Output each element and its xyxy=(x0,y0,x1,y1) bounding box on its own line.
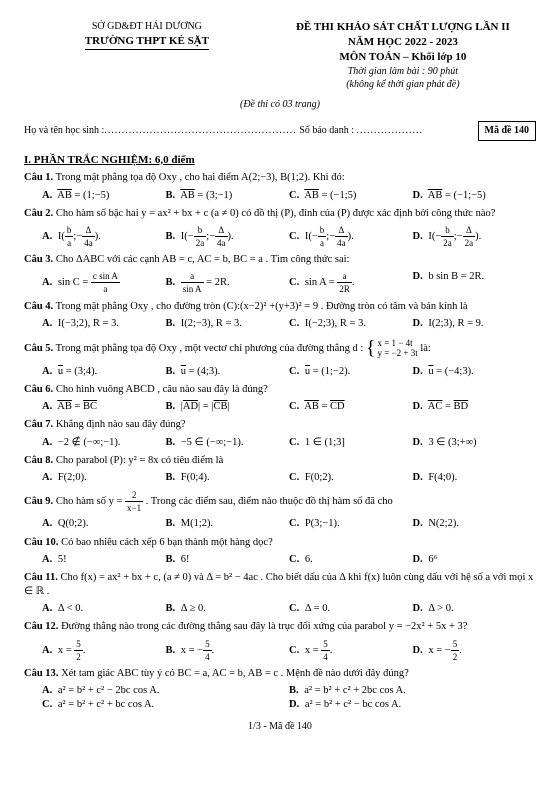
header-left: SỞ GD&ĐT HẢI DƯƠNG TRƯỜNG THPT KẺ SẶT xyxy=(24,20,270,92)
q13-options: A. a² = b² + c² − 2bc cos A. B. a² = b² … xyxy=(24,684,536,712)
question-4: Câu 4. Trong mặt phẳng Oxy , cho đường t… xyxy=(24,300,536,314)
q7-options: A. −2 ∉ (−∞;−1). B. −5 ∈ (−∞;−1). C. 1 ∈… xyxy=(24,436,536,450)
q10-options: A. 5! B. 6! C. 6. D. 6⁶ xyxy=(24,553,536,567)
question-12: Câu 12. Đường thẳng nào trong các đường … xyxy=(24,620,536,634)
question-7: Câu 7. Khẳng định nào sau đây đúng? xyxy=(24,418,536,432)
page-footer: 1/3 - Mã đề 140 xyxy=(24,720,536,734)
question-9: Câu 9. Cho hàm số y = 2x−1 . Trong các đ… xyxy=(24,489,536,514)
exam-title: ĐỀ THI KHẢO SÁT CHẤT LƯỢNG LẦN II xyxy=(270,20,536,35)
question-5: Câu 5. Trong mặt phẳng tọa độ Oxy , một … xyxy=(24,335,536,362)
question-13: Câu 13. Xét tam giác ABC tùy ý có BC = a… xyxy=(24,667,536,681)
q2-options: A. I(ba;−Δ4a). B. I(−b2a;−Δ4a). C. I(−ba… xyxy=(24,224,536,249)
time: Thời gian làm bài : 90 phút xyxy=(270,65,536,79)
q9-options: A. Q(0;2). B. M(1;2). C. P(3;−1). D. N(2… xyxy=(24,517,536,531)
q11-options: A. Δ < 0. B. Δ ≥ 0. C. Δ = 0. D. Δ > 0. xyxy=(24,602,536,616)
q1-options: A. AB = (1;−5) B. AB = (3;−1) C. AB = (−… xyxy=(24,189,536,203)
exam-code: Mã đề 140 xyxy=(478,121,536,141)
question-2: Câu 2. Cho hàm số bậc hai y = ax² + bx +… xyxy=(24,207,536,221)
year: NĂM HỌC 2022 - 2023 xyxy=(270,35,536,50)
q4-options: A. I(−3;2), R = 3. B. I(2;−3), R = 3. C.… xyxy=(24,317,536,331)
dept: SỞ GD&ĐT HẢI DƯƠNG xyxy=(24,20,270,34)
header-right: ĐỀ THI KHẢO SÁT CHẤT LƯỢNG LẦN II NĂM HỌ… xyxy=(270,20,536,92)
page-count: (Đề thi có 03 trang) xyxy=(24,98,536,112)
question-10: Câu 10. Có bao nhiêu cách xếp 6 bạn thàn… xyxy=(24,536,536,550)
subject: MÔN TOÁN – Khối lớp 10 xyxy=(270,50,536,65)
question-1: Câu 1. Trong mặt phẳng tọa độ Oxy , cho … xyxy=(24,171,536,185)
question-8: Câu 8. Cho parabol (P): y² = 8x có tiêu … xyxy=(24,454,536,468)
q3-options: A. sin C = c sin Aa B. asin A = 2R. C. s… xyxy=(24,270,536,295)
q8-options: A. F(2;0). B. F(0;4). C. F(0;2). D. F(4;… xyxy=(24,471,536,485)
section-title: I. PHẦN TRẮC NGHIỆM: 6,0 điểm xyxy=(24,153,536,168)
question-6: Câu 6. Cho hình vuông ABCD , câu nào sau… xyxy=(24,383,536,397)
question-3: Câu 3. Cho ΔABC với các cạnh AB = c, AC … xyxy=(24,253,536,267)
question-11: Câu 11. Cho f(x) = ax² + bx + c, (a ≠ 0)… xyxy=(24,571,536,599)
note: (không kể thời gian phát đề) xyxy=(270,78,536,92)
q6-options: A. AB = BC B. |AD| = |CB| C. AB = CD D. … xyxy=(24,400,536,414)
student-info: Họ và tên học sinh :....................… xyxy=(24,121,536,141)
q5-options: A. u = (3;4). B. u = (4;3). C. u = (1;−2… xyxy=(24,365,536,379)
school: TRƯỜNG THPT KẺ SẶT xyxy=(85,34,209,51)
q12-options: A. x = 52. B. x = −54. C. x = 54. D. x =… xyxy=(24,638,536,663)
